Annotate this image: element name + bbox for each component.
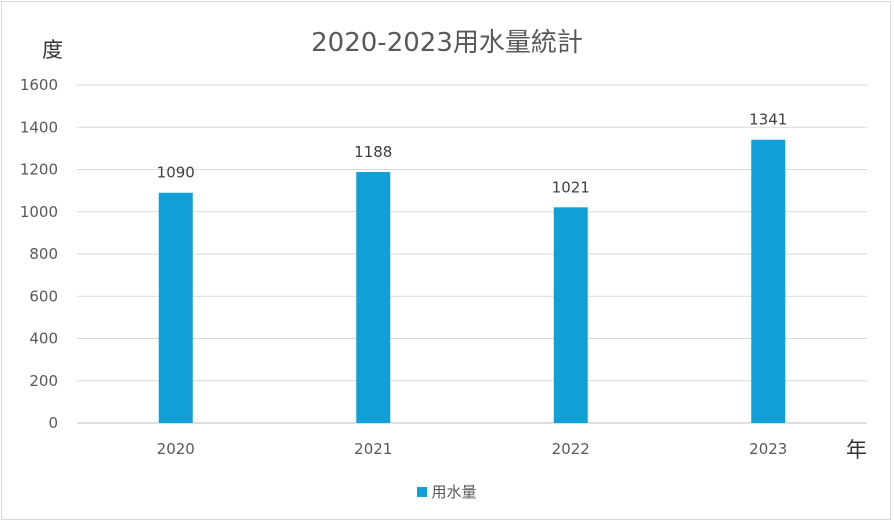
x-tick-label: 2021 (354, 440, 392, 458)
x-tick-label: 2022 (552, 440, 590, 458)
y-tick-label: 1600 (20, 76, 58, 94)
x-tick-label: 2023 (749, 440, 787, 458)
y-tick-label: 600 (29, 287, 58, 305)
bar (158, 192, 193, 423)
x-tick-label: 2020 (157, 440, 195, 458)
data-label: 1341 (749, 111, 787, 129)
y-tick-label: 400 (29, 330, 58, 348)
y-tick-label: 1000 (20, 203, 58, 221)
legend: 用水量 (0, 481, 894, 502)
y-tick-label: 0 (48, 414, 58, 432)
y-tick-label: 1400 (20, 118, 58, 136)
x-axis-label: 年 (846, 438, 867, 462)
bar (751, 139, 786, 423)
legend-swatch (417, 486, 428, 497)
y-tick-label: 1200 (20, 161, 58, 179)
y-tick-label: 800 (29, 245, 58, 263)
data-label: 1021 (552, 178, 590, 196)
chart-title: 2020-2023用水量統計 (311, 28, 583, 58)
y-axis-label: 度 (42, 38, 63, 62)
bar (553, 207, 588, 423)
bar (356, 172, 391, 423)
data-label: 1090 (157, 164, 195, 182)
legend-label: 用水量 (431, 483, 477, 501)
y-tick-label: 200 (29, 372, 58, 390)
data-label: 1188 (354, 143, 392, 161)
